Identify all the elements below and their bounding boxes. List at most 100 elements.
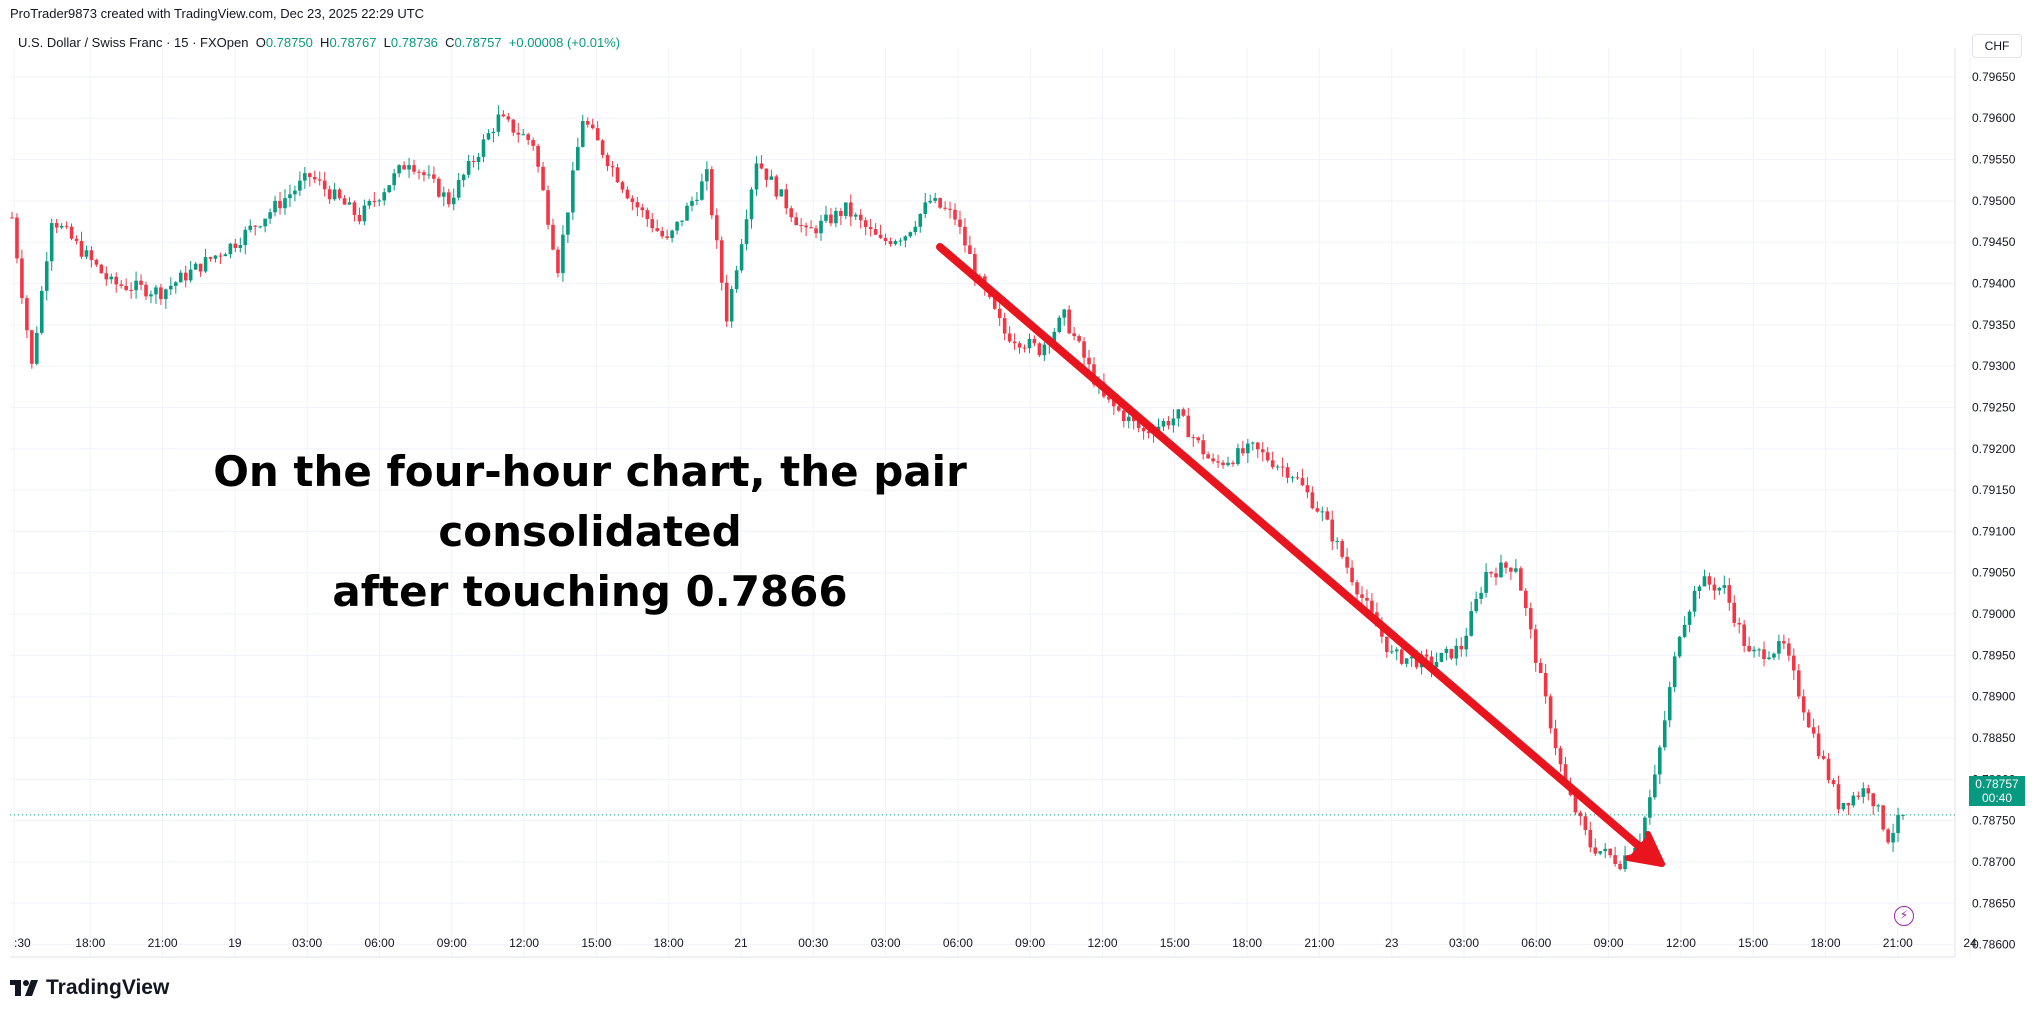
candle xyxy=(754,156,759,196)
trend-arrow[interactable] xyxy=(936,243,1665,867)
price-tick-label: 0.79550 xyxy=(1972,153,2016,167)
candle xyxy=(1454,638,1459,666)
candle xyxy=(1588,821,1593,853)
candle xyxy=(377,198,382,207)
candle xyxy=(496,105,501,137)
candle xyxy=(1385,636,1389,658)
candle xyxy=(1861,782,1866,804)
time-axis[interactable]: :30 18:00 21:00 19 03:00 06:00 09:00 12:00 15:00… xyxy=(14,936,1977,950)
candle xyxy=(1782,634,1786,650)
chart-caption: ProTrader9873 created with TradingView.c… xyxy=(10,6,425,21)
candle xyxy=(119,280,123,289)
time-tick-label: 18:00 xyxy=(1810,936,1840,950)
candle xyxy=(1618,860,1622,871)
candle xyxy=(1236,443,1240,466)
candle xyxy=(1275,464,1280,471)
candle xyxy=(1057,315,1062,334)
candle xyxy=(1161,418,1166,432)
candle xyxy=(1707,572,1712,591)
candle xyxy=(417,169,421,180)
candle xyxy=(387,184,392,193)
candle xyxy=(44,251,49,301)
candle xyxy=(695,192,699,206)
bar-countdown: 00:40 xyxy=(1981,791,2013,805)
candle xyxy=(1509,567,1513,580)
candle xyxy=(451,188,456,211)
candle xyxy=(1017,341,1022,354)
candle xyxy=(1881,804,1885,832)
candle xyxy=(1345,548,1349,574)
candle xyxy=(1389,645,1394,654)
close-label: C xyxy=(445,35,455,50)
candle xyxy=(25,295,29,339)
candle xyxy=(89,246,94,268)
candle xyxy=(1519,566,1523,591)
candle xyxy=(1355,579,1359,603)
candle xyxy=(1811,718,1816,738)
candle xyxy=(1687,609,1692,633)
price-axis[interactable]: 0.79650 0.79600 0.79550 0.79500 0.79450 0.794… xyxy=(1972,70,2016,952)
candle xyxy=(1295,472,1300,480)
candle xyxy=(714,208,719,249)
time-tick-label: 09:00 xyxy=(1015,936,1045,950)
candle xyxy=(208,256,213,262)
candle xyxy=(178,270,183,283)
time-tick-label: 18:00 xyxy=(75,936,105,950)
candle xyxy=(1032,335,1037,347)
candle xyxy=(541,161,545,192)
candle xyxy=(1206,451,1210,459)
chart-annotation[interactable]: On the four-hour chart, the pair consoli… xyxy=(90,442,1090,622)
candle xyxy=(1712,577,1717,600)
price-tick-label: 0.78600 xyxy=(1972,938,2016,952)
candle xyxy=(74,235,79,245)
price-tick-label: 0.78750 xyxy=(1972,814,2016,828)
candle xyxy=(779,189,784,197)
candle xyxy=(1260,442,1265,462)
candle xyxy=(848,194,853,227)
candle xyxy=(526,132,530,145)
candle xyxy=(1692,586,1697,617)
candle xyxy=(1241,440,1245,456)
candle xyxy=(188,260,193,283)
candle xyxy=(1722,575,1727,594)
time-tick-label: 19 xyxy=(228,936,242,950)
candle xyxy=(10,211,14,219)
tradingview-logo[interactable]: TradingView xyxy=(10,976,169,1000)
tradingview-logo-icon xyxy=(10,980,38,996)
candle xyxy=(1201,434,1205,460)
candle xyxy=(660,226,664,239)
candle xyxy=(571,161,575,220)
candle xyxy=(1901,814,1905,820)
candle xyxy=(159,283,163,305)
candle xyxy=(1121,407,1126,428)
candle xyxy=(650,213,655,233)
time-tick-label: 18:00 xyxy=(654,936,684,950)
candle xyxy=(1325,507,1330,521)
time-tick-label: 24 xyxy=(1963,936,1977,950)
candle xyxy=(933,192,937,204)
time-tick-label: 03:00 xyxy=(1449,936,1479,950)
candle xyxy=(590,118,595,130)
candle xyxy=(928,194,933,204)
price-tick-label: 0.78950 xyxy=(1972,648,2016,662)
candle xyxy=(149,290,153,304)
currency-button[interactable]: CHF xyxy=(1972,34,2022,58)
candle xyxy=(868,218,873,237)
symbol-name[interactable]: U.S. Dollar / Swiss Franc · 15 · FXOpen xyxy=(18,35,249,50)
candle xyxy=(1484,563,1488,598)
candlestick-series[interactable] xyxy=(10,105,1905,872)
candle xyxy=(1528,602,1533,639)
candle xyxy=(814,225,818,239)
candle xyxy=(1062,308,1067,326)
candle xyxy=(1370,593,1374,615)
candle xyxy=(273,195,277,217)
candle xyxy=(516,122,521,143)
candle xyxy=(79,231,84,260)
candle xyxy=(1583,812,1588,836)
candle xyxy=(1876,803,1880,812)
lightning-bolt-icon[interactable]: ⚡ xyxy=(1894,906,1914,926)
time-tick-label: 06:00 xyxy=(943,936,973,950)
candle xyxy=(729,285,734,328)
candle xyxy=(1717,586,1722,596)
